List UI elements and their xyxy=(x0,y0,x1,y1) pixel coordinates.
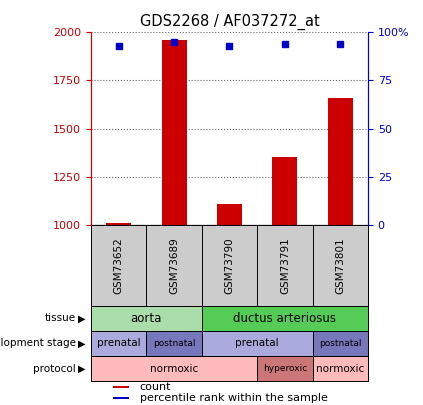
Bar xyxy=(328,98,353,225)
Text: count: count xyxy=(140,382,171,392)
Text: normoxic: normoxic xyxy=(316,364,365,373)
Text: prenatal: prenatal xyxy=(97,339,140,348)
Text: GSM73790: GSM73790 xyxy=(225,237,234,294)
Bar xyxy=(106,223,131,225)
Text: protocol: protocol xyxy=(33,364,76,373)
Bar xyxy=(272,158,297,225)
Bar xyxy=(162,40,187,225)
Text: percentile rank within the sample: percentile rank within the sample xyxy=(140,393,327,403)
Text: hyperoxic: hyperoxic xyxy=(263,364,307,373)
Text: tissue: tissue xyxy=(45,313,76,323)
Text: prenatal: prenatal xyxy=(235,339,279,348)
Text: GSM73791: GSM73791 xyxy=(280,237,290,294)
Text: postnatal: postnatal xyxy=(153,339,195,348)
Bar xyxy=(313,331,368,356)
Bar xyxy=(91,356,257,381)
Bar xyxy=(146,331,202,356)
Text: GSM73689: GSM73689 xyxy=(169,237,179,294)
Text: ▶: ▶ xyxy=(78,364,86,373)
Title: GDS2268 / AF037272_at: GDS2268 / AF037272_at xyxy=(140,13,319,30)
Bar xyxy=(202,306,368,331)
Bar xyxy=(113,386,129,388)
Bar xyxy=(91,306,202,331)
Bar xyxy=(257,356,313,381)
Text: ▶: ▶ xyxy=(78,313,86,323)
Text: GSM73801: GSM73801 xyxy=(335,237,345,294)
Bar xyxy=(113,397,129,399)
Text: aorta: aorta xyxy=(131,312,162,325)
Text: normoxic: normoxic xyxy=(150,364,198,373)
Text: GSM73652: GSM73652 xyxy=(114,237,124,294)
Bar xyxy=(202,331,313,356)
Text: postnatal: postnatal xyxy=(319,339,362,348)
Text: development stage: development stage xyxy=(0,339,76,348)
Text: ductus arteriosus: ductus arteriosus xyxy=(233,312,336,325)
Bar xyxy=(217,204,242,225)
Bar xyxy=(313,356,368,381)
Bar xyxy=(91,331,146,356)
Text: ▶: ▶ xyxy=(78,339,86,348)
